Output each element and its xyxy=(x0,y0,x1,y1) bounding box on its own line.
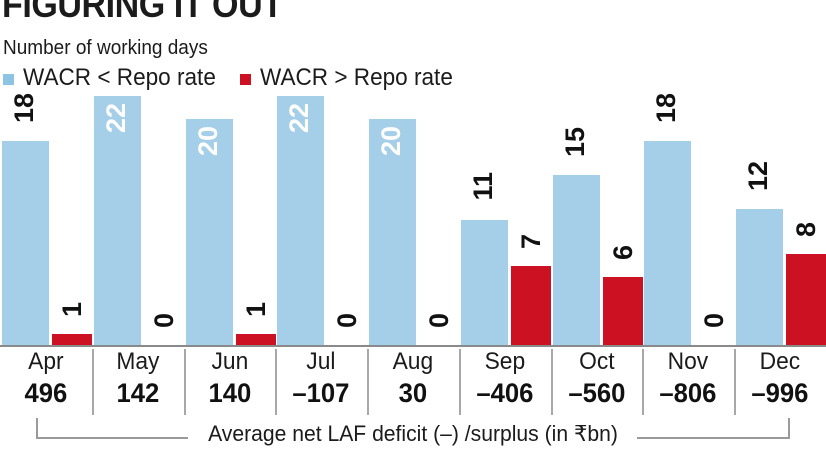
month-column-aug: Aug 30 xyxy=(367,347,459,409)
month-column-may: May 142 xyxy=(92,347,184,409)
bar-value-red-nov: 0 xyxy=(699,313,730,329)
bar-value-blue-nov: 18 xyxy=(651,93,682,124)
bar-value-blue-dec: 12 xyxy=(743,161,774,192)
month-label: Apr xyxy=(28,348,64,375)
laf-value: 496 xyxy=(24,378,68,408)
bar-value-blue-may: 22 xyxy=(100,103,131,134)
bar-value-red-oct: 6 xyxy=(607,245,638,261)
laf-value: –406 xyxy=(476,378,534,408)
page-title: FIGURING IT OUT xyxy=(2,0,283,25)
chart-legend: WACR < Repo rate WACR > Repo rate xyxy=(3,64,465,92)
month-column-jun: Jun 140 xyxy=(184,347,276,409)
bar-red-jun xyxy=(235,334,276,345)
bar-value-red-aug: 0 xyxy=(424,313,455,329)
bar-red-dec xyxy=(786,254,826,345)
chart-subtitle: Number of working days xyxy=(3,37,208,59)
bar-blue-jul xyxy=(277,96,325,345)
bar-red-apr xyxy=(52,334,92,345)
bar-value-blue-oct: 15 xyxy=(559,127,590,158)
axis-baseline xyxy=(0,345,826,347)
bar-blue-jun xyxy=(185,119,233,345)
month-column-apr: Apr 496 xyxy=(0,347,92,409)
bar-value-blue-jun: 20 xyxy=(192,126,223,157)
bracket-right-rule xyxy=(637,437,790,439)
month-column-sep: Sep –406 xyxy=(459,347,551,409)
legend-label-wacr-above-repo: WACR > Repo rate xyxy=(260,64,454,91)
bracket-right-tick xyxy=(788,418,790,438)
laf-value: –107 xyxy=(292,378,350,408)
column-divider xyxy=(459,349,461,415)
column-divider xyxy=(551,349,553,415)
month-label: Jun xyxy=(211,348,248,375)
bar-blue-oct xyxy=(552,175,600,345)
bar-value-blue-aug: 20 xyxy=(376,126,407,157)
bracket-left-tick xyxy=(36,418,38,438)
chart-plot-area: 18 1 22 0 20 1 22 0 20 0 11 7 15 6 18 0 12 8 xyxy=(0,93,826,347)
month-label: Oct xyxy=(578,348,615,375)
bar-value-red-sep: 7 xyxy=(515,234,546,250)
laf-value: 140 xyxy=(208,378,251,408)
laf-value: 30 xyxy=(398,378,428,408)
column-divider xyxy=(275,349,277,415)
bar-value-red-jul: 0 xyxy=(332,313,363,329)
footer-bracket-group: Average net LAF deficit (–) /surplus (in… xyxy=(0,418,826,465)
laf-value: –806 xyxy=(659,378,717,408)
column-divider xyxy=(184,349,186,415)
square-swatch-icon xyxy=(3,73,14,85)
bar-blue-dec xyxy=(736,209,784,345)
bar-value-blue-jul: 22 xyxy=(284,103,315,134)
bar-value-blue-apr: 18 xyxy=(9,93,39,124)
bar-red-oct xyxy=(602,277,643,345)
month-label: Dec xyxy=(759,348,801,375)
legend-label-wacr-below-repo: WACR < Repo rate xyxy=(23,64,216,91)
month-label: Aug xyxy=(392,348,434,375)
bar-value-red-dec: 8 xyxy=(791,222,822,238)
column-divider xyxy=(734,349,736,415)
bar-blue-may xyxy=(93,96,141,345)
bar-blue-nov xyxy=(644,141,692,345)
laf-value: –560 xyxy=(568,378,626,408)
column-divider xyxy=(367,349,369,415)
month-column-dec: Dec –996 xyxy=(734,347,826,409)
month-label: Sep xyxy=(484,348,526,375)
month-label: Jul xyxy=(306,348,336,375)
bar-value-blue-sep: 11 xyxy=(467,172,498,201)
month-label: Nov xyxy=(668,348,709,375)
bar-blue-aug xyxy=(369,119,417,345)
month-label: May xyxy=(116,348,160,375)
bar-blue-apr xyxy=(2,141,49,345)
footer-caption: Average net LAF deficit (–) /surplus (in… xyxy=(208,421,618,446)
bar-red-sep xyxy=(510,266,551,345)
bar-blue-sep xyxy=(460,220,508,345)
month-column-jul: Jul –107 xyxy=(275,347,367,409)
bar-value-red-may: 0 xyxy=(148,313,179,329)
bar-value-red-apr: 1 xyxy=(57,302,87,318)
column-divider xyxy=(642,349,644,415)
month-label-band: Apr 496 May 142 Jun 140 Jul –107 Aug 30 Sep –406 Oct… xyxy=(0,347,826,420)
legend-item-wacr-below-repo: WACR < Repo rate xyxy=(3,64,228,92)
month-column-nov: Nov –806 xyxy=(642,347,734,409)
bracket-left-rule xyxy=(36,437,188,439)
legend-item-wacr-above-repo: WACR > Repo rate xyxy=(228,64,465,92)
bar-value-red-jun: 1 xyxy=(240,302,271,318)
laf-value: 142 xyxy=(116,378,160,408)
column-divider xyxy=(92,349,94,415)
month-column-oct: Oct –560 xyxy=(551,347,643,409)
laf-value: –996 xyxy=(751,378,809,408)
square-swatch-icon xyxy=(240,73,252,85)
